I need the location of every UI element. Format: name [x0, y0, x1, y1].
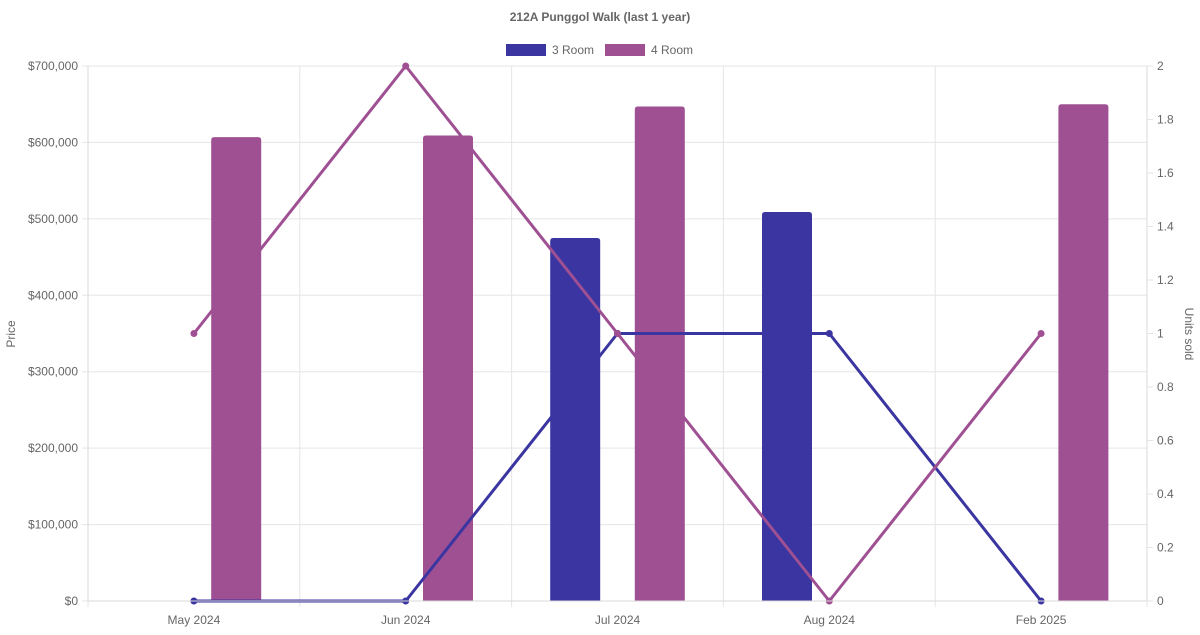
y-tick-label: $200,000 [28, 441, 78, 455]
y2-tick-label: 1.2 [1157, 273, 1174, 287]
y2-tick-label: 1 [1157, 327, 1164, 341]
y2-tick-label: 1.6 [1157, 166, 1174, 180]
line-3-room [193, 332, 1043, 603]
bar-4-room[interactable] [1058, 104, 1109, 601]
y-tick-label: $300,000 [28, 365, 78, 379]
bar-3-room[interactable] [762, 211, 812, 601]
y-tick-label: $0 [65, 594, 79, 608]
legend-swatch-4-room[interactable] [605, 44, 645, 56]
legend-swatch-3-room[interactable] [506, 44, 546, 56]
y-tick-label: $500,000 [28, 212, 78, 226]
y2-tick-label: 1.8 [1157, 113, 1174, 127]
y2-axis-title: Units sold [1182, 308, 1196, 361]
y2-tick-label: 0 [1157, 594, 1164, 608]
bar-3-room[interactable] [550, 237, 601, 601]
legend-label-4-room[interactable]: 4 Room [651, 43, 693, 57]
bar-4-room[interactable] [211, 137, 262, 602]
y-tick-label: $700,000 [28, 59, 78, 73]
legend: 3 Room 4 Room [506, 43, 693, 57]
axes: $0 $100,000 $200,000 $300,000 $400,000 $500,0… [28, 59, 1174, 627]
point-4-room[interactable] [614, 330, 621, 337]
point-3-room[interactable] [825, 330, 833, 337]
y-axis-title: Price [4, 320, 18, 348]
chart-title: 212A Punggol Walk (last 1 year) [510, 10, 691, 24]
x-tick-label: Jul 2024 [595, 613, 641, 627]
bar-4-room[interactable] [634, 106, 685, 601]
line-series [190, 62, 1045, 605]
y-tick-label: $600,000 [28, 135, 78, 149]
legend-label-3-room[interactable]: 3 Room [552, 43, 594, 57]
y2-tick-label: 0.8 [1157, 380, 1174, 394]
x-tick-label: Jun 2024 [381, 613, 431, 627]
point-4-room[interactable] [1037, 330, 1045, 337]
y2-tick-label: 0.6 [1157, 434, 1174, 448]
bar-4-room[interactable] [423, 135, 473, 602]
bar-series [211, 104, 1109, 602]
point-4-room[interactable] [402, 62, 410, 70]
y-tick-label: $100,000 [28, 518, 78, 532]
y2-tick-label: 0.2 [1157, 541, 1174, 555]
x-tick-label: Feb 2025 [1016, 613, 1067, 627]
y2-tick-label: 1.4 [1157, 220, 1174, 234]
y2-tick-label: 0.4 [1157, 487, 1174, 501]
x-tick-label: Aug 2024 [804, 613, 856, 627]
x-tick-label: May 2024 [168, 613, 221, 627]
y-tick-label: $400,000 [28, 288, 78, 302]
point-4-room[interactable] [190, 330, 198, 337]
y2-tick-label: 2 [1157, 59, 1164, 73]
